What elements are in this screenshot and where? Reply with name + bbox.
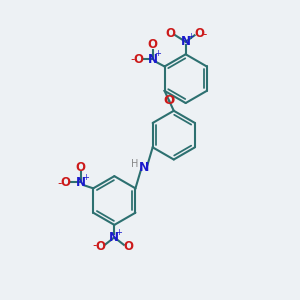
Text: -: - xyxy=(58,177,62,190)
Text: N: N xyxy=(109,231,119,244)
Text: +: + xyxy=(154,50,161,58)
Text: N: N xyxy=(181,35,191,48)
Text: O: O xyxy=(76,161,86,174)
Text: N: N xyxy=(148,52,158,66)
Text: -: - xyxy=(203,28,207,41)
Text: O: O xyxy=(147,38,157,51)
Text: O: O xyxy=(134,52,143,66)
Text: N: N xyxy=(76,176,86,189)
Text: N: N xyxy=(139,161,149,174)
Text: O: O xyxy=(164,94,175,107)
Text: O: O xyxy=(123,240,133,254)
Text: O: O xyxy=(61,176,70,189)
Text: -: - xyxy=(131,53,135,66)
Text: O: O xyxy=(194,27,204,40)
Text: O: O xyxy=(95,240,105,254)
Text: O: O xyxy=(165,27,175,40)
Text: +: + xyxy=(82,173,89,182)
Text: H: H xyxy=(131,159,138,169)
Text: -: - xyxy=(92,239,97,252)
Text: +: + xyxy=(187,32,194,41)
Text: +: + xyxy=(116,228,122,237)
